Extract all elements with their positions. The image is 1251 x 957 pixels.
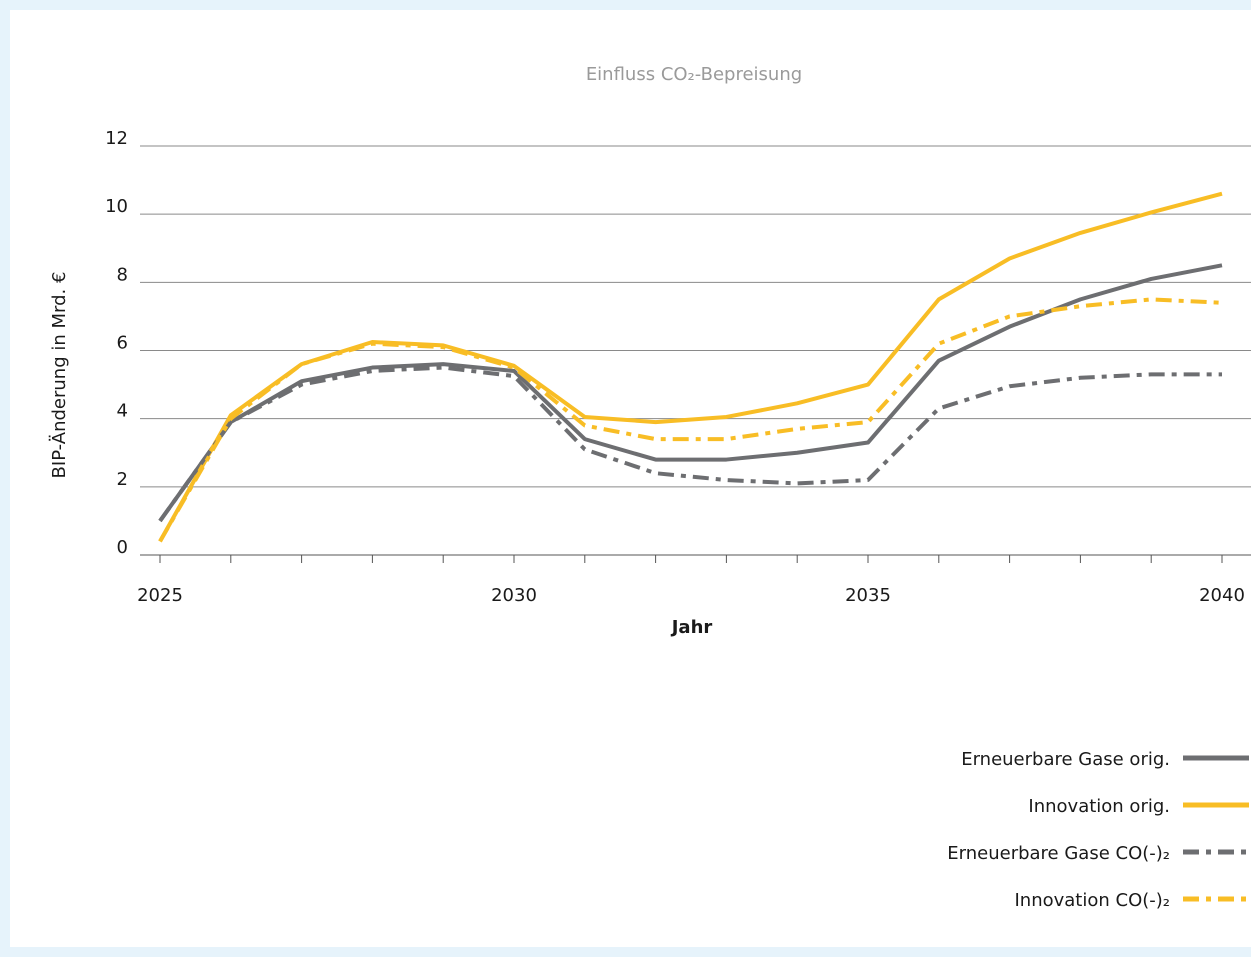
x-tick-label: 2035 [845, 585, 891, 606]
series-line [158, 263, 1223, 523]
panel [10, 10, 1251, 947]
legend-label: Erneuerbare Gase CO(-)₂ [947, 843, 1170, 864]
legend-label: Innovation CO(-)₂ [1014, 890, 1170, 911]
y-tick-label: 0 [117, 537, 128, 558]
y-axis-label: BIP-Änderung in Mrd. € [49, 272, 70, 479]
legend-label: Erneuerbare Gase orig. [961, 749, 1170, 770]
series-line [158, 365, 1222, 523]
y-tick-label: 12 [105, 128, 128, 149]
y-tick-label: 6 [117, 333, 128, 354]
x-tick-label: 2030 [491, 585, 537, 606]
y-tick-label: 2 [117, 469, 128, 490]
y-tick-label: 8 [117, 264, 128, 285]
x-tick-label: 2040 [1199, 585, 1245, 606]
x-axis-label: Jahr [670, 617, 713, 638]
legend-label: Innovation orig. [1028, 796, 1170, 817]
y-tick-label: 10 [105, 196, 128, 217]
x-tick-label: 2025 [137, 585, 183, 606]
chart-title: Einfluss CO₂-Bepreisung [586, 64, 802, 85]
y-tick-label: 4 [117, 401, 128, 422]
series-line [158, 191, 1223, 543]
